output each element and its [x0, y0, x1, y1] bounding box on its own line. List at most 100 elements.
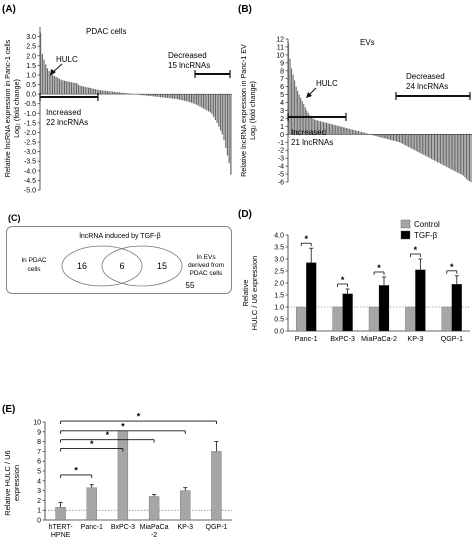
bar	[443, 134, 444, 165]
x-tick-label: KP-3	[407, 334, 423, 343]
bar	[457, 134, 458, 172]
bar	[437, 134, 438, 162]
bar	[335, 125, 336, 134]
y-tick-label: 3	[37, 488, 41, 495]
bar	[205, 94, 206, 109]
bar	[163, 94, 164, 97]
y-tick-label: 4.0	[274, 233, 284, 240]
bar	[105, 91, 106, 94]
bar	[419, 134, 420, 152]
bar	[426, 134, 427, 156]
y-tick-label: -2	[278, 148, 284, 155]
bar	[109, 91, 110, 94]
x-tick-label: Panc-1	[295, 334, 318, 343]
bar	[446, 134, 447, 167]
y-tick-label: 3.0	[274, 257, 284, 264]
bar	[107, 91, 108, 94]
bar	[413, 134, 414, 149]
panel-b-chart: (B)1211109876543210-1-2-3-4-5-6Relative …	[236, 0, 474, 200]
bar	[399, 134, 400, 142]
bar	[186, 94, 187, 101]
y-tick-label: 10	[33, 420, 41, 427]
bar	[189, 94, 190, 102]
bar	[408, 134, 409, 147]
significance-star: *	[121, 421, 125, 431]
bar	[414, 134, 415, 150]
bar	[52, 75, 53, 94]
bar	[334, 125, 335, 135]
y-tick-label: 1.5	[274, 293, 284, 300]
bar	[181, 94, 182, 100]
y-tick-label: 2	[37, 498, 41, 505]
bar	[88, 88, 89, 95]
bar	[56, 507, 66, 520]
bar	[455, 134, 456, 171]
venn-right-label-3: PDAC cells	[190, 270, 224, 277]
bar	[155, 94, 156, 96]
bar	[464, 134, 465, 177]
bar	[420, 134, 421, 153]
bar	[149, 496, 159, 520]
bar	[306, 263, 316, 331]
decreased-label-1: Decreased	[406, 72, 445, 81]
y-tick-label: 8	[280, 68, 284, 75]
bar	[387, 134, 388, 139]
bar	[404, 134, 405, 144]
y-tick-label: -3.0	[24, 149, 36, 156]
y-tick-label: -2.5	[24, 140, 36, 147]
bar	[71, 82, 72, 94]
x-tick-label: QGP-1	[441, 334, 463, 343]
bar	[180, 491, 190, 520]
x-tick-label: BxPC-3	[330, 334, 355, 343]
bar	[411, 134, 412, 148]
bar	[69, 82, 70, 94]
bar	[454, 134, 455, 171]
bar	[396, 134, 397, 141]
bar	[423, 134, 424, 155]
bar	[434, 134, 435, 160]
bar	[340, 126, 341, 134]
bar	[218, 94, 219, 127]
bar	[353, 130, 354, 134]
bar	[42, 54, 43, 94]
y-tick-label: -0.5	[24, 101, 36, 108]
venn-left-label-2: cells	[27, 266, 41, 273]
bar	[361, 132, 362, 134]
y-tick-label: 1	[280, 124, 284, 131]
y-tick-label: 3.5	[274, 245, 284, 252]
svgB-panel-label: (B)	[238, 4, 252, 15]
bar	[331, 124, 332, 134]
bar	[417, 134, 418, 151]
bar	[45, 64, 46, 94]
bar	[349, 129, 350, 135]
bar	[402, 134, 403, 144]
bar	[356, 131, 357, 135]
bar	[184, 94, 185, 101]
bar	[213, 94, 214, 117]
panel-d-label: (D)	[238, 209, 252, 220]
bar	[223, 94, 224, 140]
bar	[179, 94, 180, 100]
bar	[405, 307, 415, 331]
panel-c: (C) lncRNA induced by TGF-β 16 6 15 55 I…	[6, 212, 232, 294]
legend-swatch	[401, 220, 410, 228]
bar	[449, 134, 450, 168]
y-tick-label: 1.0	[274, 305, 284, 312]
bar	[87, 488, 97, 520]
significance-star: *	[90, 439, 94, 449]
significance-star: *	[137, 412, 141, 422]
bar	[62, 80, 63, 94]
bar	[291, 68, 292, 134]
panel-d-chart: (D)0.00.51.01.52.02.53.03.54.0*Panc-1*Bx…	[236, 205, 474, 365]
y-tick-label: -4.5	[24, 178, 36, 185]
venn-right-count: 15	[157, 261, 167, 271]
bar	[428, 134, 429, 157]
y-tick-label: 1	[37, 508, 41, 515]
hulc-arrow	[309, 88, 316, 95]
y-tick-label: 2.5	[274, 269, 284, 276]
bar	[290, 59, 291, 134]
increased-label-2: 22 lncRNAs	[46, 118, 88, 127]
y-tick-label: 9	[280, 60, 284, 67]
increased-label-2: 21 lncRNAs	[291, 138, 333, 147]
